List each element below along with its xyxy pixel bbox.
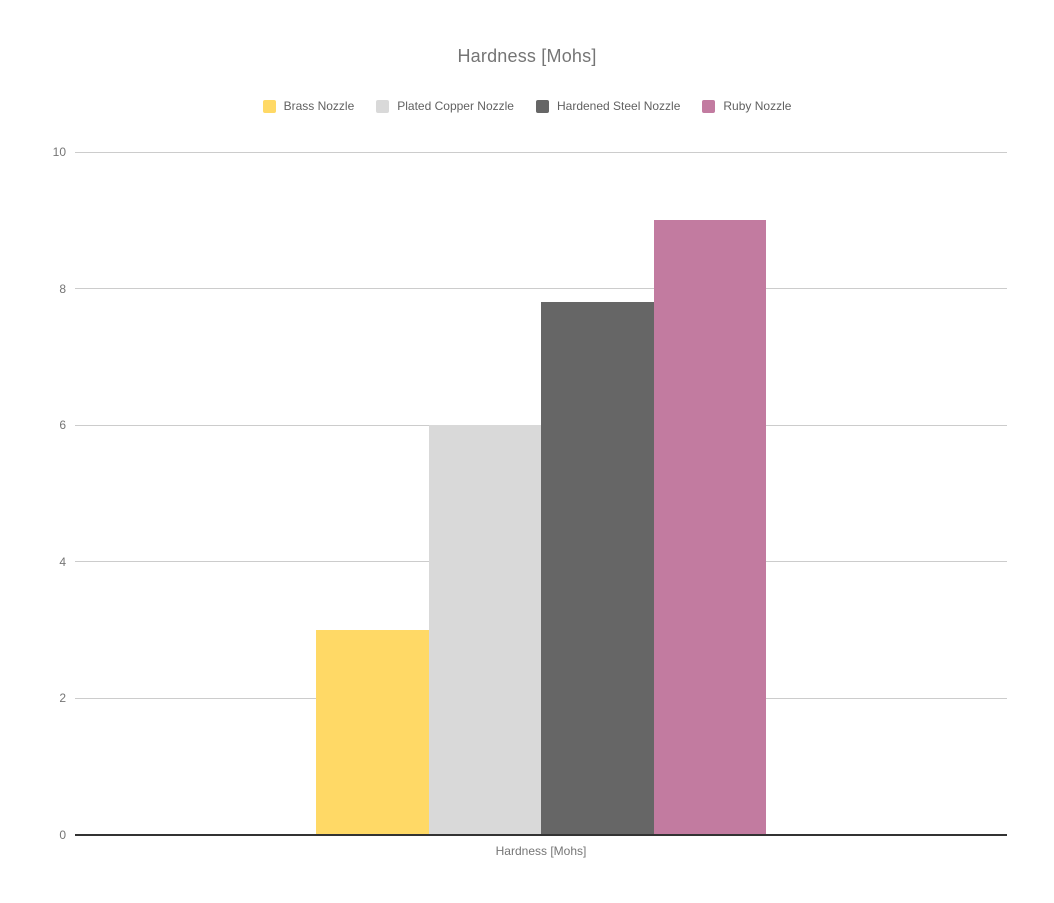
plot-area — [75, 151, 1007, 836]
y-tick-label-0: 0 — [59, 828, 66, 842]
legend-swatch-icon — [535, 99, 549, 113]
y-tick-label-2: 2 — [59, 691, 66, 706]
bar-plated-copper-nozzle[interactable] — [428, 425, 541, 835]
y-tick-label-4: 4 — [59, 554, 66, 569]
y-tick-label-10: 10 — [52, 145, 66, 159]
legend-label: Plated Copper Nozzle — [397, 99, 514, 113]
legend-label: Ruby Nozzle — [723, 99, 792, 113]
legend-item-ruby-nozzle[interactable]: Ruby Nozzle — [702, 99, 791, 113]
legend-swatch-icon — [262, 99, 276, 113]
legend-swatch-icon — [702, 99, 716, 113]
x-axis-baseline — [75, 834, 1007, 836]
legend-label: Brass Nozzle — [283, 99, 355, 113]
legend-item-plated-copper-nozzle[interactable]: Plated Copper Nozzle — [376, 99, 514, 113]
y-tick-label-6: 6 — [59, 418, 66, 433]
gridline-8 — [75, 288, 1007, 290]
legend-item-hardened-steel-nozzle[interactable]: Hardened Steel Nozzle — [535, 99, 681, 113]
chart-title: Hardness [Mohs] — [457, 46, 597, 66]
bar-ruby-nozzle[interactable] — [653, 220, 766, 835]
bar-brass-nozzle[interactable] — [316, 630, 429, 835]
legend-label: Hardened Steel Nozzle — [556, 99, 681, 113]
y-tick-label-8: 8 — [59, 281, 66, 296]
legend-swatch-icon — [376, 99, 390, 113]
bar-hardened-steel-nozzle[interactable] — [541, 302, 654, 835]
legend-item-brass-nozzle[interactable]: Brass Nozzle — [262, 99, 355, 113]
gridline-10 — [75, 151, 1007, 153]
legend: Brass Nozzle Plated Copper Nozzle Hardened… — [0, 99, 1054, 113]
y-axis: 0 2 4 6 8 10 — [0, 145, 66, 842]
x-axis-title: Hardness [Mohs] — [495, 844, 587, 858]
